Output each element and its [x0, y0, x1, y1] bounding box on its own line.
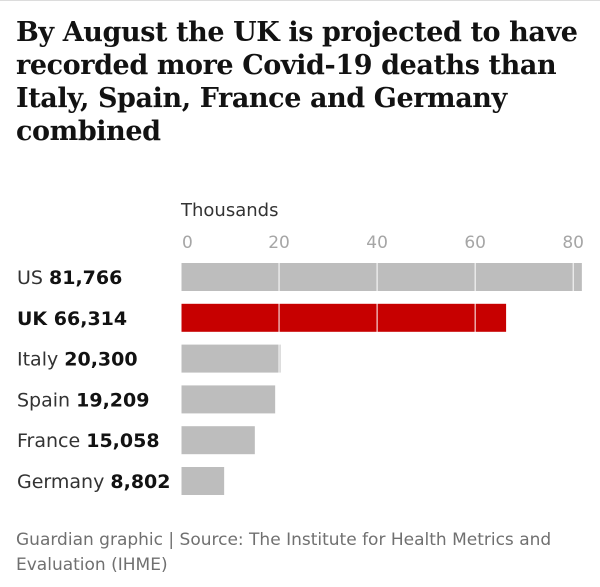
x-unit-label: Thousands — [180, 200, 278, 221]
category-label-us: US 81,766 — [17, 267, 122, 289]
x-tick-label: 0 — [182, 233, 193, 253]
x-tick-label: 20 — [268, 233, 290, 253]
category-name: UK — [17, 308, 54, 330]
category-value: 81,766 — [49, 267, 122, 289]
bar-france — [181, 426, 255, 455]
category-value: 19,209 — [76, 389, 149, 411]
bar-us — [181, 263, 582, 291]
category-label-france: France 15,058 — [17, 430, 160, 452]
chart-title: By August the UK is projected to have re… — [16, 17, 578, 147]
x-tick-label: 60 — [464, 233, 486, 253]
category-label-italy: Italy 20,300 — [17, 349, 138, 371]
category-value: 66,314 — [54, 308, 127, 330]
category-value: 15,058 — [86, 430, 159, 452]
category-name: France — [17, 430, 86, 452]
category-name: Italy — [17, 349, 64, 371]
category-label-germany: Germany 8,802 — [17, 471, 170, 493]
x-tick-label: 80 — [562, 233, 584, 253]
bar-uk — [181, 303, 507, 332]
source-note: Guardian graphic | Source: The Institute… — [16, 530, 552, 575]
bar-italy — [181, 344, 281, 373]
category-name: US — [17, 267, 49, 289]
category-name: Germany — [17, 471, 110, 493]
category-name: Spain — [17, 389, 76, 411]
top-divider — [0, 0, 600, 1]
x-tick-label: 40 — [366, 233, 388, 253]
bar-spain — [181, 385, 276, 414]
bar-chart: Thousands 0 20 40 60 80 US 81,766 UK 66,314 Ital… — [17, 200, 584, 495]
category-value: 20,300 — [64, 349, 137, 371]
category-label-uk: UK 66,314 — [17, 308, 127, 330]
bar-germany — [181, 467, 225, 495]
category-label-spain: Spain 19,209 — [17, 389, 149, 411]
category-value: 8,802 — [110, 471, 170, 493]
